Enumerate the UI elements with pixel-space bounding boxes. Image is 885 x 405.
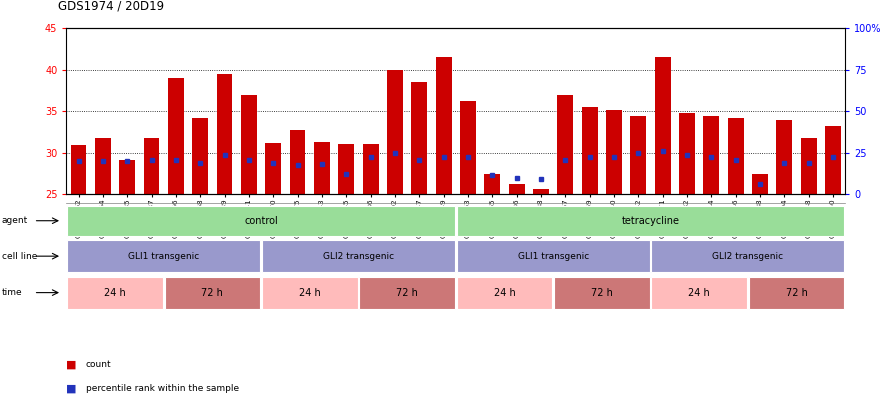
Text: 72 h: 72 h [786, 288, 807, 298]
Bar [801, 138, 817, 194]
Bar [266, 143, 281, 194]
Bar [509, 184, 525, 194]
Bar [95, 138, 111, 194]
Text: cell line: cell line [2, 252, 37, 261]
Text: 24 h: 24 h [494, 288, 515, 298]
Text: 24 h: 24 h [689, 288, 710, 298]
Text: 72 h: 72 h [591, 288, 612, 298]
Text: agent: agent [2, 216, 28, 225]
Bar [825, 126, 841, 194]
Bar [71, 145, 87, 194]
Bar [289, 130, 305, 194]
Bar [558, 95, 573, 194]
Text: 24 h: 24 h [299, 288, 320, 298]
Bar [460, 101, 476, 194]
Bar [217, 74, 233, 194]
Text: GLI1 transgenic: GLI1 transgenic [128, 252, 199, 261]
Text: GLI2 transgenic: GLI2 transgenic [323, 252, 394, 261]
Text: control: control [244, 216, 278, 226]
Bar [119, 160, 135, 194]
Bar [192, 118, 208, 194]
Text: ■: ■ [66, 360, 81, 369]
Bar [752, 174, 768, 194]
Text: GLI1 transgenic: GLI1 transgenic [518, 252, 589, 261]
Bar [679, 113, 695, 194]
Text: 72 h: 72 h [202, 288, 223, 298]
Bar [143, 138, 159, 194]
Bar [241, 95, 257, 194]
Text: 24 h: 24 h [104, 288, 126, 298]
Bar [484, 174, 500, 194]
Bar [630, 115, 646, 194]
Text: percentile rank within the sample: percentile rank within the sample [86, 384, 239, 393]
Bar [606, 110, 622, 194]
Text: GDS1974 / 20D19: GDS1974 / 20D19 [58, 0, 164, 12]
Text: count: count [86, 360, 112, 369]
Bar [581, 107, 597, 194]
Bar [655, 58, 671, 194]
Bar [727, 118, 743, 194]
Bar [533, 190, 549, 194]
Bar [412, 82, 427, 194]
Text: time: time [2, 288, 22, 297]
Text: GLI2 transgenic: GLI2 transgenic [712, 252, 783, 261]
Bar [387, 70, 403, 194]
Bar [776, 119, 792, 194]
Text: 72 h: 72 h [396, 288, 418, 298]
Bar [363, 144, 379, 194]
Text: ■: ■ [66, 384, 81, 394]
Bar [704, 115, 720, 194]
Bar [435, 58, 451, 194]
Bar [168, 78, 184, 194]
Text: tetracycline: tetracycline [621, 216, 680, 226]
Bar [338, 144, 354, 194]
Bar [314, 142, 330, 194]
